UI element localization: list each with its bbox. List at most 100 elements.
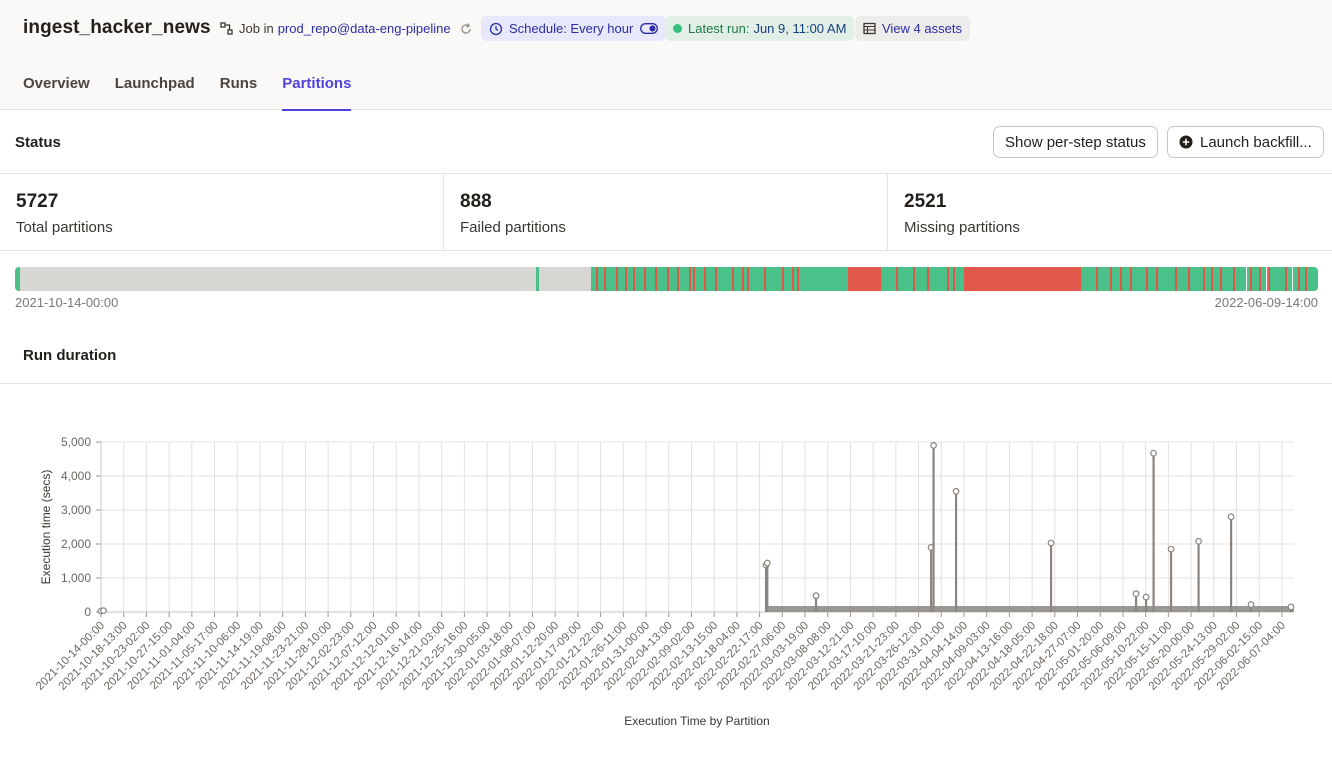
status-row: Status Show per-step status Launch backf… <box>0 110 1332 174</box>
partition-segment-success <box>881 267 964 291</box>
y-tick-label: 2,000 <box>61 537 91 551</box>
show-per-step-status-button[interactable]: Show per-step status <box>993 126 1158 158</box>
data-point <box>1142 593 1150 601</box>
schedule-label: Schedule: Every hour <box>509 21 634 36</box>
page-header: ingest_hacker_news Job in prod_repo@data… <box>0 0 1332 111</box>
partition-failed-tick <box>666 267 669 291</box>
job-repo-pill: Job in prod_repo@data-eng-pipeline <box>212 16 481 41</box>
add-circle-icon <box>1179 135 1193 149</box>
partition-segment-success <box>15 267 21 291</box>
partition-failed-tick <box>791 267 794 291</box>
stat-missing-label: Missing partitions <box>904 219 1020 236</box>
tab-runs[interactable]: Runs <box>219 75 258 92</box>
y-tick-label: 5,000 <box>61 435 91 449</box>
job-title: ingest_hacker_news <box>23 17 211 38</box>
tab-launchpad[interactable]: Launchpad <box>114 75 195 92</box>
y-tick-label: 3,000 <box>61 503 91 517</box>
schedule-pill[interactable]: Schedule: Every hour <box>481 16 667 41</box>
section-divider <box>0 383 1332 384</box>
partition-failed-tick <box>704 267 707 291</box>
partition-failed-tick <box>676 267 679 291</box>
partition-failed-tick <box>946 267 949 291</box>
stat-total-value: 5727 <box>16 191 59 212</box>
job-icon <box>220 22 233 35</box>
partition-status-bar[interactable] <box>15 267 1318 291</box>
partition-failed-tick <box>1259 267 1262 291</box>
schedule-toggle-icon[interactable] <box>640 23 659 34</box>
tab-overview[interactable]: Overview <box>23 75 90 92</box>
partition-gap-tick <box>1246 267 1248 291</box>
partition-failed-tick <box>1220 267 1223 291</box>
partition-failed-tick <box>796 267 799 291</box>
data-point <box>1132 590 1140 598</box>
partition-failed-tick <box>688 267 691 291</box>
data-point <box>1247 601 1255 608</box>
y-axis-title: Execution time (secs) <box>39 470 53 585</box>
partition-failed-tick <box>953 267 956 291</box>
latest-run-pill[interactable]: Latest run: Jun 9, 11:00 AM <box>665 16 855 41</box>
x-axis-title: Execution Time by Partition <box>624 714 769 728</box>
partition-bar-end-label: 2022-06-09-14:00 <box>1214 295 1318 310</box>
data-point <box>1227 513 1235 521</box>
data-point <box>763 559 771 567</box>
reload-icon[interactable] <box>459 22 473 36</box>
launch-backfill-label: Launch backfill... <box>1200 133 1312 151</box>
tab-partitions[interactable]: Partitions <box>282 75 352 111</box>
partition-segment-success <box>536 267 539 291</box>
data-point <box>1195 537 1202 545</box>
partition-failed-tick <box>1211 267 1214 291</box>
partition-segment-missing <box>20 267 537 291</box>
stat-missing-value: 2521 <box>904 191 947 212</box>
view-assets-label: View 4 assets <box>882 21 962 36</box>
y-tick-label: 0 <box>84 605 91 619</box>
y-tick-label: 4,000 <box>61 469 91 483</box>
partition-segment-failed <box>963 267 1081 291</box>
partition-failed-tick <box>912 267 915 291</box>
partition-failed-tick <box>895 267 898 291</box>
partition-failed-tick <box>1250 267 1253 291</box>
partition-segment-missing <box>538 267 591 291</box>
run-success-dot <box>673 24 682 33</box>
partition-failed-tick <box>624 267 627 291</box>
partition-stats: 5727 Total partitions 888 Failed partiti… <box>0 174 1332 251</box>
table-icon <box>863 22 876 35</box>
data-point <box>1047 539 1055 547</box>
partition-failed-tick <box>1130 267 1133 291</box>
partition-failed-tick <box>596 267 599 291</box>
data-point <box>1167 545 1175 553</box>
partition-failed-tick <box>1156 267 1159 291</box>
view-assets-pill[interactable]: View 4 assets <box>855 16 970 41</box>
partition-failed-tick <box>1304 267 1307 291</box>
partition-failed-tick <box>632 267 635 291</box>
partition-failed-tick <box>1268 267 1271 291</box>
job-repo-link[interactable]: prod_repo@data-eng-pipeline <box>277 21 451 36</box>
y-tick-label: 1,000 <box>61 571 91 585</box>
show-per-step-status-label: Show per-step status <box>1005 133 1146 151</box>
partition-failed-tick <box>1109 267 1112 291</box>
partition-failed-tick <box>692 267 695 291</box>
partition-failed-tick <box>782 267 785 291</box>
job-prefix: Job in <box>239 21 274 36</box>
partition-gap-tick <box>1291 267 1293 291</box>
partition-failed-tick <box>764 267 767 291</box>
data-point <box>812 592 820 600</box>
stat-failed-value: 888 <box>460 191 492 212</box>
partition-segment-failed <box>847 267 882 291</box>
run-duration-chart: 01,0002,0003,0004,0005,0002021-10-14-00:… <box>34 435 1295 728</box>
stat-failed-label: Failed partitions <box>460 219 566 236</box>
partition-failed-tick <box>1233 267 1236 291</box>
partition-failed-tick <box>644 267 647 291</box>
latest-run-value: Jun 9, 11:00 AM <box>753 21 847 36</box>
launch-backfill-button[interactable]: Launch backfill... <box>1167 126 1324 158</box>
partition-failed-tick <box>927 267 930 291</box>
partition-failed-tick <box>615 267 618 291</box>
partition-failed-tick <box>654 267 657 291</box>
tab-bar: Overview Launchpad Runs Partitions <box>23 75 352 111</box>
partition-failed-tick <box>1285 267 1288 291</box>
partition-failed-tick <box>1146 267 1148 291</box>
partition-failed-tick <box>731 267 734 291</box>
partition-failed-tick <box>1298 267 1301 291</box>
data-point <box>100 607 107 615</box>
partition-segment-success <box>1080 267 1318 291</box>
partition-failed-tick <box>742 267 745 291</box>
